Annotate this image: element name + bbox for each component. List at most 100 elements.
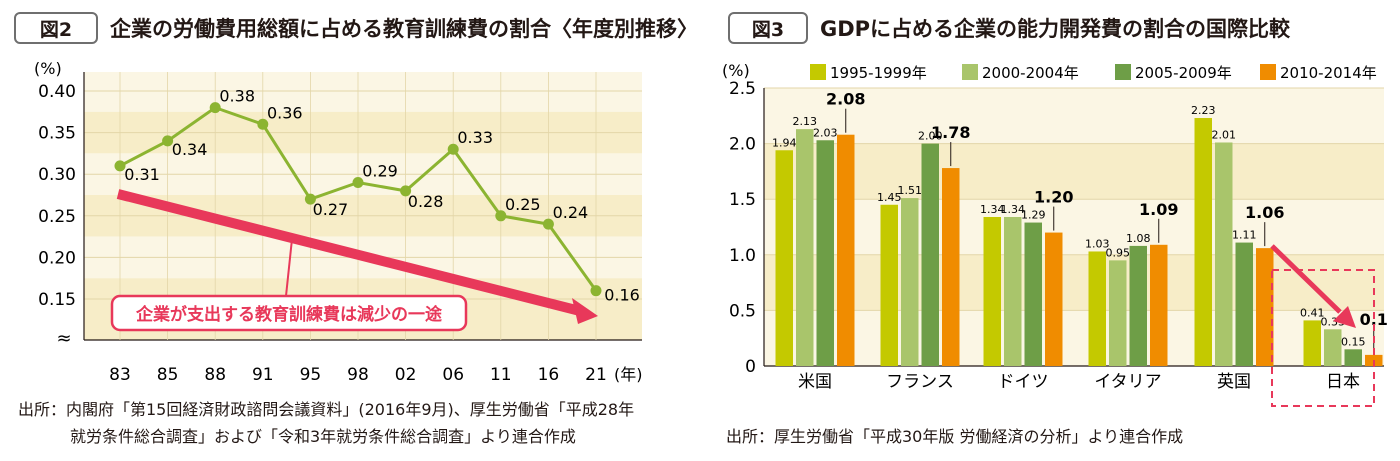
x-category-label: 日本: [1326, 372, 1360, 392]
highlight-arrow-head: [1333, 306, 1356, 328]
y-tick-label: 1.0: [729, 246, 756, 266]
x-tick-label: 95: [300, 365, 322, 385]
legend-swatch: [1115, 64, 1131, 80]
bar: [1109, 260, 1127, 366]
y-tick-label: 2.0: [729, 135, 756, 155]
bar: [1004, 216, 1022, 366]
y-tick-label: 2.5: [729, 79, 756, 99]
data-label: 1.29: [1021, 209, 1046, 222]
y-tick-label: 0.25: [38, 207, 76, 227]
data-label: 0.38: [219, 87, 255, 106]
data-label: 0.29: [362, 162, 398, 181]
x-tick-label: 98: [347, 365, 369, 385]
data-point: [209, 102, 221, 114]
y-axis-unit: (%): [722, 61, 750, 80]
data-point: [304, 193, 316, 205]
trend-arrow-shaft: [116, 189, 582, 316]
legend-label: 2000-2004年: [982, 64, 1079, 82]
data-label: 0.34: [172, 140, 208, 159]
background-band: [764, 310, 1384, 366]
legend-swatch: [962, 64, 978, 80]
data-point: [162, 135, 174, 147]
figure-2-source-line-2: 就労条件総合調査」および「令和3年就労条件総合調査」より連合作成: [70, 427, 576, 446]
data-point: [352, 177, 364, 189]
data-label: 1.34: [980, 203, 1005, 216]
y-tick-label: 0.15: [38, 290, 76, 310]
bar-chart: 2.5 2.0 1.5 1.0 0.5 0 (%) 1995-1999年 2000-2004年 2…: [722, 61, 1388, 407]
annotation-text: 企業が支出する教育訓練費は減少の一途: [135, 304, 443, 325]
data-label: 0.25: [505, 195, 541, 214]
figure-2-title: 企業の労働費用総額に占める教育訓練費の割合〈年度別推移〉: [110, 17, 698, 41]
x-tick-label: 16: [538, 365, 560, 385]
data-label: 1.45: [877, 191, 902, 204]
data-label: 0.41: [1300, 306, 1325, 319]
y-axis-unit: (%): [34, 59, 62, 78]
data-point: [400, 185, 412, 197]
data-label: 1.34: [1001, 203, 1026, 216]
background-band: [764, 88, 1384, 144]
data-label: 2.08: [826, 90, 865, 109]
data-point: [542, 218, 554, 230]
bar: [1024, 222, 1042, 366]
data-label: 0.24: [553, 203, 589, 222]
y-tick-label: 0.20: [38, 248, 76, 268]
data-point: [590, 285, 602, 297]
background-band: [84, 72, 642, 112]
data-label: 0.1: [1360, 310, 1388, 329]
data-label: 0.28: [408, 192, 444, 211]
x-tick-label: 21: [585, 365, 607, 385]
x-tick-label: 88: [204, 365, 226, 385]
x-axis-unit: (年): [614, 365, 643, 384]
bar: [1235, 242, 1253, 366]
bar: [1088, 251, 1106, 366]
data-label: 0.15: [1341, 335, 1366, 348]
legend-label: 2010-2014年: [1280, 64, 1377, 82]
bar: [1194, 118, 1212, 366]
data-label: 1.03: [1085, 237, 1110, 250]
highlight-box: [1271, 269, 1375, 407]
data-label: 1.08: [1126, 232, 1151, 245]
bar: [1324, 329, 1342, 366]
axis-break-mark: ≈: [56, 328, 71, 349]
y-tick-label: 0: [745, 357, 756, 377]
bar: [983, 216, 1001, 366]
data-label: 0.36: [267, 103, 303, 122]
data-label: 0.95: [1106, 246, 1131, 259]
data-label: 1.78: [931, 123, 970, 142]
bar: [1215, 142, 1233, 366]
data-label: 1.09: [1139, 200, 1178, 219]
bar: [921, 143, 939, 366]
background-band: [764, 254, 1384, 311]
x-category-label: 米国: [798, 372, 832, 392]
figure-2-source-line-1: 出所：内閣府「第15回経済財政諮問会議資料」(2016年9月)、厚生労働省「平成…: [18, 400, 635, 419]
x-tick-label: 91: [252, 365, 274, 385]
x-category-label: フランス: [886, 372, 954, 392]
figure-3-badge: 図3: [728, 12, 808, 44]
bar: [816, 140, 834, 366]
data-label: 1.20: [1034, 188, 1073, 207]
figure-3-source: 出所：厚生労働省「平成30年版 労働経済の分析」より連合作成: [726, 427, 1184, 446]
y-tick-label: 0.40: [38, 82, 76, 102]
data-label: 0.16: [604, 286, 640, 305]
bar: [1150, 244, 1168, 366]
data-point: [495, 210, 507, 222]
data-label: 0.27: [313, 200, 349, 219]
legend-label: 1995-1999年: [830, 64, 927, 82]
data-point: [447, 143, 459, 155]
bar: [1045, 232, 1063, 366]
bar: [1256, 248, 1274, 366]
x-tick-label: 02: [395, 365, 417, 385]
data-label: 1.06: [1245, 203, 1284, 222]
bar: [837, 134, 855, 366]
x-tick-label: 83: [109, 365, 131, 385]
data-label: 2.13: [793, 115, 818, 128]
legend-swatch: [1260, 64, 1276, 80]
x-category-label: ドイツ: [998, 372, 1049, 392]
data-point: [114, 160, 126, 172]
data-label: 2.01: [1212, 128, 1237, 141]
figure-2-badge: 図2: [14, 12, 98, 44]
trend-arrow-head: [572, 298, 598, 324]
x-tick-label: 85: [157, 365, 179, 385]
background-band: [764, 143, 1384, 200]
